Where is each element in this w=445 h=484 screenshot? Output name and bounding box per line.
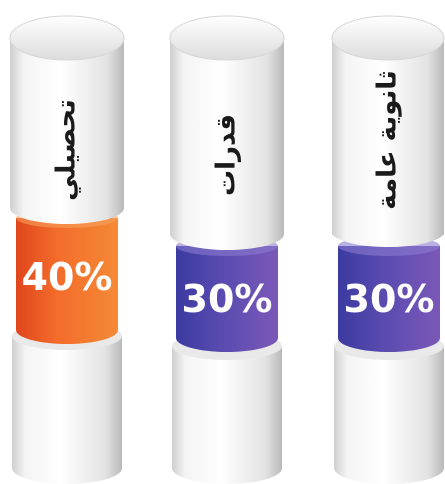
cylinder-lower-body bbox=[12, 336, 122, 484]
category-label: تحصيلي bbox=[52, 99, 82, 201]
cylinder-lower-body bbox=[334, 346, 444, 484]
cylinder-upper-top bbox=[169, 15, 285, 61]
category-label: ثانوية عامة bbox=[373, 70, 403, 210]
bar-band bbox=[176, 246, 278, 352]
cylinder-upper-top bbox=[331, 15, 445, 61]
value-label: 30% bbox=[344, 277, 435, 321]
cylinder-lower-body bbox=[172, 346, 282, 484]
category-label: قدرات bbox=[212, 114, 242, 196]
cylinder-thanawiya: ثانوية عامة 30% bbox=[331, 15, 445, 484]
cylinder-upper-top bbox=[9, 15, 125, 61]
cylinder-qudurat: قدرات 30% bbox=[169, 15, 285, 484]
value-label: 40% bbox=[22, 255, 113, 299]
cylinder-upper-body bbox=[10, 38, 124, 224]
bar-band bbox=[338, 246, 440, 352]
cylinder-upper-body bbox=[170, 38, 284, 250]
value-label: 30% bbox=[182, 277, 273, 321]
bar-band bbox=[16, 218, 118, 344]
cylinder-tahsili: تحصيلي 40% bbox=[9, 15, 125, 484]
cylinder-upper-body bbox=[332, 38, 444, 248]
